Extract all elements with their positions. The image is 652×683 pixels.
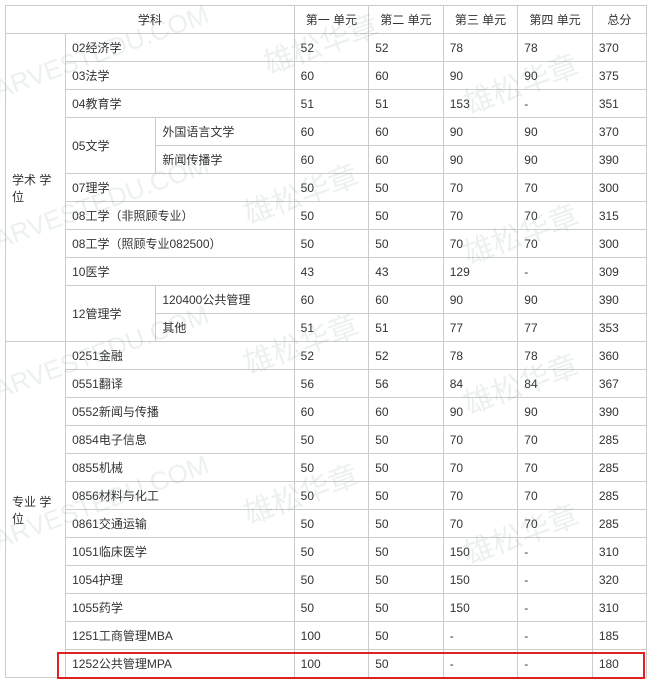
table-row: 05文学 外国语言文学 60609090370 bbox=[6, 118, 647, 146]
subject-cell: 0855机械 bbox=[66, 454, 295, 482]
table-row: 专业 学位 0251金融 52527878360 bbox=[6, 342, 647, 370]
subject-cell: 08工学（非照顾专业） bbox=[66, 202, 295, 230]
unit3-cell: 78 bbox=[443, 34, 518, 62]
table-row: 03法学 60609090375 bbox=[6, 62, 647, 90]
subject-cell: 0551翻译 bbox=[66, 370, 295, 398]
table-row: 学术 学位 02经济学 52 52 78 78 370 bbox=[6, 34, 647, 62]
category-academic: 学术 学位 bbox=[6, 34, 66, 342]
subject-cell: 1252公共管理MPA bbox=[66, 650, 295, 678]
subject-cell: 0856材料与化工 bbox=[66, 482, 295, 510]
sub-subject-cell: 外国语言文学 bbox=[156, 118, 294, 146]
table-row: 1251工商管理MBA 10050--185 bbox=[6, 622, 647, 650]
table-row: 0855机械 50507070285 bbox=[6, 454, 647, 482]
sub-subject-cell: 120400公共管理 bbox=[156, 286, 294, 314]
subject-cell: 1251工商管理MBA bbox=[66, 622, 295, 650]
table-row: 07理学 50507070300 bbox=[6, 174, 647, 202]
subject-cell: 0854电子信息 bbox=[66, 426, 295, 454]
subject-cell: 0251金融 bbox=[66, 342, 295, 370]
subject-cell: 10医学 bbox=[66, 258, 295, 286]
table-row: 0861交通运输 50507070285 bbox=[6, 510, 647, 538]
table-row: 0551翻译 56568484367 bbox=[6, 370, 647, 398]
table-row: 0856材料与化工 50507070285 bbox=[6, 482, 647, 510]
subject-cell: 12管理学 bbox=[66, 286, 156, 342]
table-row: 1055药学 5050150-310 bbox=[6, 594, 647, 622]
unit4-cell: 78 bbox=[518, 34, 593, 62]
header-unit4: 第四 单元 bbox=[518, 6, 593, 34]
table-row: 04教育学 5151153-351 bbox=[6, 90, 647, 118]
header-unit1: 第一 单元 bbox=[294, 6, 369, 34]
category-professional: 专业 学位 bbox=[6, 342, 66, 678]
subject-cell: 04教育学 bbox=[66, 90, 295, 118]
subject-cell: 1054护理 bbox=[66, 566, 295, 594]
subject-cell: 03法学 bbox=[66, 62, 295, 90]
header-unit3: 第三 单元 bbox=[443, 6, 518, 34]
header-subject: 学科 bbox=[6, 6, 295, 34]
header-row: 学科 第一 单元 第二 单元 第三 单元 第四 单元 总分 bbox=[6, 6, 647, 34]
table-row: 1054护理 5050150-320 bbox=[6, 566, 647, 594]
header-total: 总分 bbox=[592, 6, 646, 34]
table-row: 0854电子信息 50507070285 bbox=[6, 426, 647, 454]
table-row: 08工学（照顾专业082500） 50507070300 bbox=[6, 230, 647, 258]
table-row-highlighted: 1252公共管理MPA 10050--180 bbox=[6, 650, 647, 678]
header-unit2: 第二 单元 bbox=[369, 6, 444, 34]
subject-cell: 08工学（照顾专业082500） bbox=[66, 230, 295, 258]
subject-cell: 02经济学 bbox=[66, 34, 295, 62]
subject-cell: 0861交通运输 bbox=[66, 510, 295, 538]
table-row: 12管理学 120400公共管理 60609090390 bbox=[6, 286, 647, 314]
subject-cell: 1055药学 bbox=[66, 594, 295, 622]
unit2-cell: 52 bbox=[369, 34, 444, 62]
sub-subject-cell: 其他 bbox=[156, 314, 294, 342]
table-row: 10医学 4343129-309 bbox=[6, 258, 647, 286]
table-row: 08工学（非照顾专业） 50507070315 bbox=[6, 202, 647, 230]
total-cell: 370 bbox=[592, 34, 646, 62]
subject-cell: 0552新闻与传播 bbox=[66, 398, 295, 426]
subject-cell: 1051临床医学 bbox=[66, 538, 295, 566]
sub-subject-cell: 新闻传播学 bbox=[156, 146, 294, 174]
unit1-cell: 52 bbox=[294, 34, 369, 62]
table-row: 0552新闻与传播 60609090390 bbox=[6, 398, 647, 426]
table-row: 1051临床医学 5050150-310 bbox=[6, 538, 647, 566]
subject-cell: 05文学 bbox=[66, 118, 156, 174]
score-table: 学科 第一 单元 第二 单元 第三 单元 第四 单元 总分 学术 学位 02经济… bbox=[5, 5, 647, 678]
subject-cell: 07理学 bbox=[66, 174, 295, 202]
